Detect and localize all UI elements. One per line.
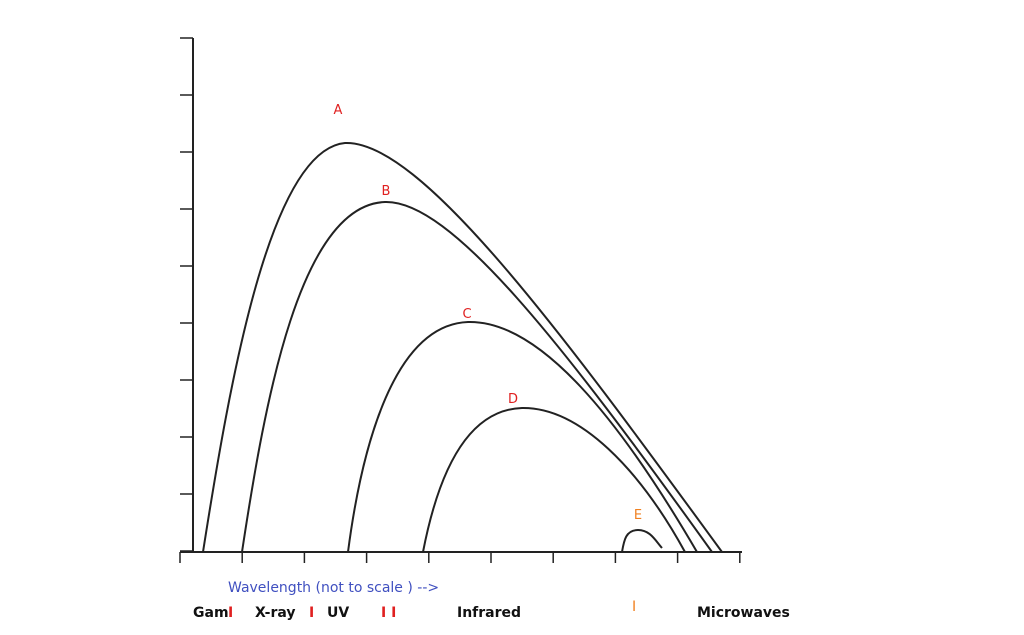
- curve-label: C: [462, 307, 471, 322]
- axes: [179, 37, 742, 563]
- separator: I: [228, 605, 233, 621]
- separator: I: [632, 599, 636, 615]
- curve-c: [347, 320, 698, 553]
- separator: I: [309, 605, 314, 621]
- curve-e: [621, 528, 663, 553]
- axis-label: Wavelength (not to scale ) -->: [228, 580, 439, 596]
- band-label: Gam: [193, 605, 229, 621]
- curve-label: B: [382, 184, 391, 199]
- band-label: Microwaves: [697, 605, 790, 621]
- curve-d: [422, 406, 686, 553]
- band-label: UV: [327, 605, 349, 621]
- curve-b: [241, 200, 713, 553]
- separator: I I: [381, 605, 396, 621]
- band-label: Infrared: [457, 605, 521, 621]
- curve-label: D: [508, 392, 518, 407]
- curve-label: E: [634, 508, 642, 523]
- ticks: [179, 37, 741, 563]
- curves: [202, 141, 723, 553]
- curve-a: [202, 141, 723, 553]
- band-label: X-ray: [255, 605, 296, 621]
- curve-label: A: [334, 103, 343, 118]
